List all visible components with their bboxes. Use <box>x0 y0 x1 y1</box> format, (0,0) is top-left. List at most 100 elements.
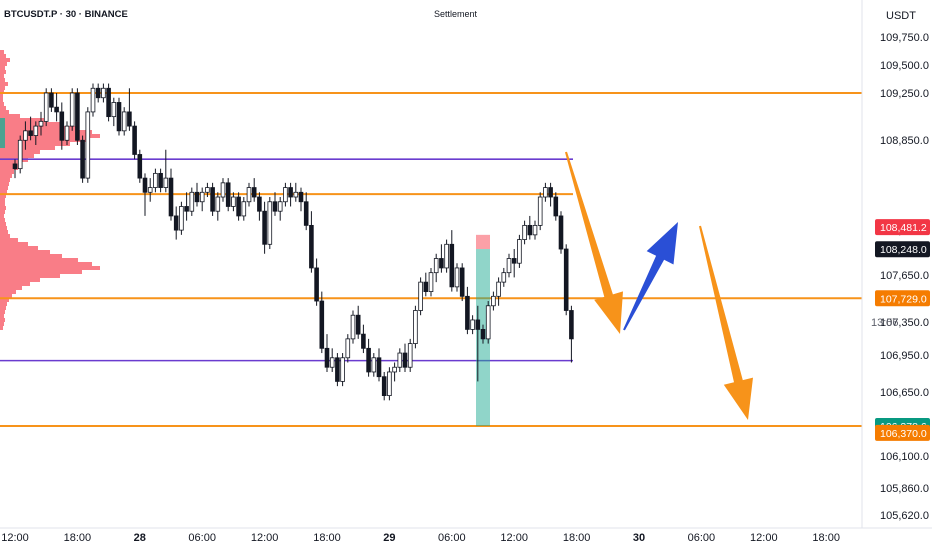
profile-bar <box>0 106 6 110</box>
price-badge-label: 107,729.0 <box>880 293 927 305</box>
time-tick-label: 18:00 <box>313 532 341 544</box>
candle-body <box>397 352 403 368</box>
time-tick-label: 06:00 <box>688 532 716 544</box>
profile-bar <box>0 166 18 170</box>
candle-body <box>569 310 574 340</box>
candle-body <box>153 172 158 188</box>
price-badge-bg <box>875 241 930 258</box>
price-badge: 108,481.2 <box>875 219 930 236</box>
candle-body <box>168 177 174 217</box>
candle <box>485 301 491 344</box>
candle <box>361 324 366 354</box>
candle-body <box>142 177 148 193</box>
candle-body <box>158 172 163 188</box>
profile-bar <box>0 142 70 146</box>
profile-bar <box>0 282 30 286</box>
time-tick-label: 12:00 <box>750 532 778 544</box>
candle-body <box>506 258 512 274</box>
candle-body <box>345 338 351 359</box>
time-tick-label: 12:00 <box>1 532 29 544</box>
candle-body <box>267 201 273 245</box>
price-tick-label: 106,950.0 <box>880 350 929 362</box>
profile-bar <box>0 322 4 326</box>
candle-body <box>303 201 309 226</box>
candle <box>137 149 143 183</box>
candle <box>101 83 106 103</box>
candle-body <box>288 187 293 198</box>
candle-body <box>413 310 418 344</box>
candle <box>231 192 236 212</box>
candle-body <box>231 196 236 207</box>
price-badge: 107,729.0 <box>875 290 930 307</box>
candle <box>444 239 449 273</box>
candle-body <box>470 319 475 330</box>
candle <box>277 197 283 221</box>
candle <box>501 267 507 287</box>
profile-bar <box>0 290 16 294</box>
candle-body <box>189 191 195 212</box>
candle-body <box>475 319 481 330</box>
candle <box>38 111 44 136</box>
profile-bar <box>0 54 6 58</box>
candle <box>392 362 397 382</box>
price-tick-label: 108,850.0 <box>880 135 929 147</box>
profile-bar <box>0 86 5 90</box>
candle <box>335 353 340 387</box>
profile-bar <box>0 62 7 66</box>
candle-body <box>111 102 117 118</box>
profile-bar <box>0 326 3 330</box>
candle-body <box>293 191 299 198</box>
candle <box>116 97 122 136</box>
candle <box>522 220 527 245</box>
candle <box>262 201 267 254</box>
candle-body <box>277 201 283 212</box>
candle <box>376 348 382 382</box>
price-badges: 108,481.2108,248.0107,729.0106,378.6106,… <box>875 219 930 441</box>
candle <box>548 182 553 207</box>
price-tick-label: 106,650.0 <box>880 387 929 399</box>
candle <box>293 182 299 202</box>
candle-body <box>480 329 486 340</box>
candle-body <box>257 196 262 212</box>
price-badge-bg <box>875 219 930 236</box>
candle <box>329 348 335 372</box>
candle <box>465 286 470 335</box>
candle-body <box>298 191 304 203</box>
profile-bar <box>0 274 60 278</box>
candle <box>319 291 325 354</box>
candle <box>236 192 241 221</box>
price-tick-label: 105,860.0 <box>880 483 929 495</box>
candle <box>454 263 460 292</box>
time-tick-label: 12:00 <box>500 532 528 544</box>
profile-bar <box>0 202 5 206</box>
profile-bar <box>0 230 8 234</box>
profile-bar <box>0 58 10 62</box>
candle-body <box>43 92 49 122</box>
profile-bar <box>0 318 5 322</box>
candle <box>225 178 231 212</box>
candle-body <box>80 139 85 179</box>
candle <box>527 215 533 240</box>
candle-body <box>449 243 455 288</box>
candle <box>173 206 179 240</box>
profile-bar <box>0 74 4 78</box>
price-badge-bg <box>875 290 930 307</box>
candle <box>205 182 210 198</box>
profile-bar <box>0 306 6 310</box>
candle <box>288 182 293 207</box>
candle-body <box>251 187 257 198</box>
candle-body <box>106 87 111 118</box>
profile-bar <box>0 250 50 254</box>
candle <box>428 267 434 297</box>
profile-bar <box>0 126 78 130</box>
candle-body <box>220 182 226 198</box>
candle <box>543 182 548 202</box>
projection-arrows <box>565 151 753 420</box>
candle-body <box>355 314 361 335</box>
candle-body <box>49 92 54 108</box>
candle-body <box>381 376 387 397</box>
candle-body <box>465 295 470 330</box>
time-axis-ticks[interactable]: 12:00 18:00 28 06:00 12:00 18:00 29 06:00 12:00 1… <box>1 532 840 544</box>
symbol-label[interactable]: BTCUSDT.P · 30 · BINANCE <box>4 9 128 20</box>
